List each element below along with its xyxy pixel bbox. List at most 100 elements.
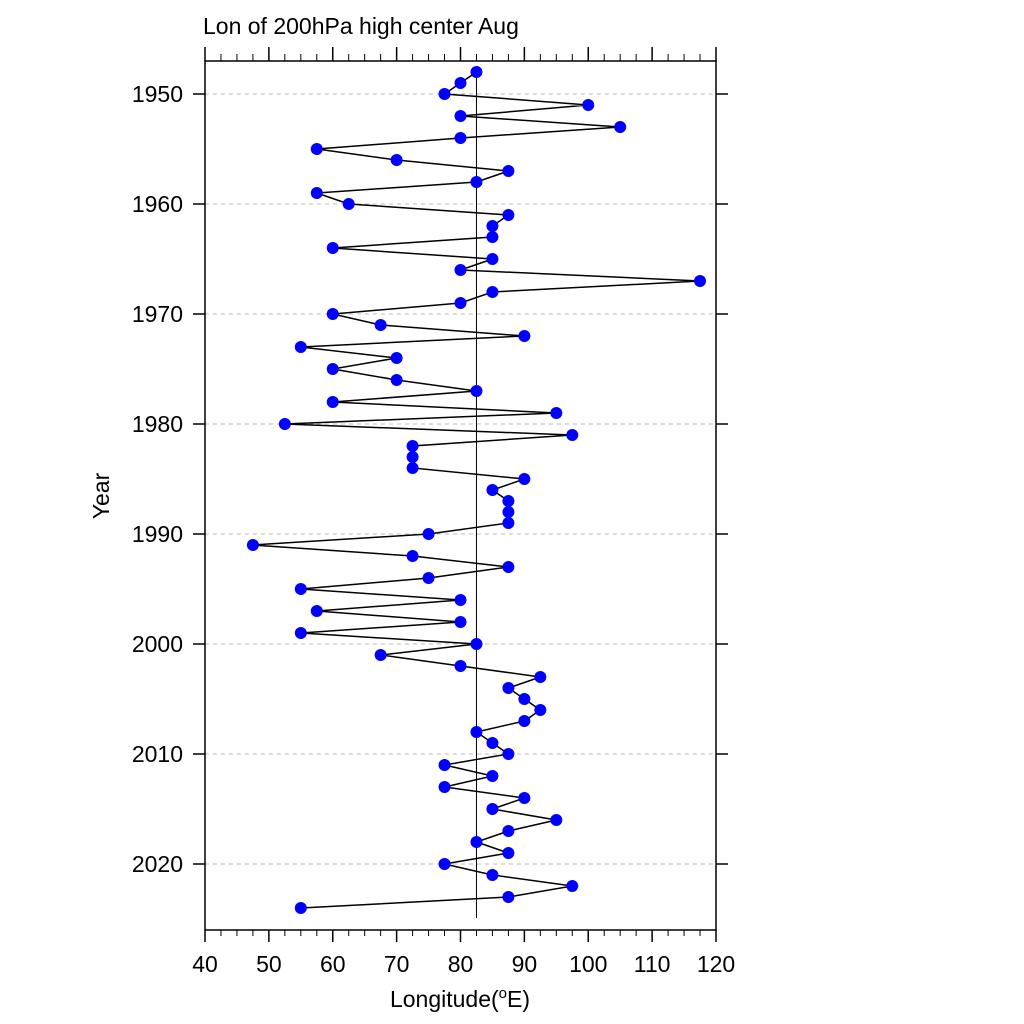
data-point — [310, 143, 323, 155]
data-point — [422, 572, 435, 584]
data-point — [486, 869, 499, 881]
y-tick-label: 2020 — [132, 851, 183, 877]
data-point — [438, 781, 451, 793]
data-point — [518, 792, 531, 804]
x-tick-label: 50 — [256, 951, 282, 977]
data-point — [614, 121, 627, 133]
y-tick-label: 1950 — [132, 81, 183, 107]
y-tick-label: 1960 — [132, 191, 183, 217]
data-point — [326, 363, 339, 375]
data-point — [518, 473, 531, 485]
data-point — [454, 594, 467, 606]
data-point — [502, 891, 515, 903]
data-point — [454, 264, 467, 276]
data-point — [454, 660, 467, 672]
grid-lines — [205, 93, 716, 865]
x-tick-label: 120 — [697, 951, 735, 977]
data-point — [534, 671, 547, 683]
x-axis-label-main: Longitude( — [390, 986, 499, 1012]
data-point — [486, 286, 499, 298]
plot-frame — [204, 60, 717, 931]
data-point — [502, 506, 515, 518]
data-point — [502, 682, 515, 694]
x-axis-label: Longitude(oE) — [390, 985, 530, 1012]
data-points — [246, 66, 707, 914]
data-point — [486, 484, 499, 496]
x-tick-label: 110 — [634, 951, 671, 977]
x-tick-label: 100 — [569, 951, 607, 977]
data-point — [406, 440, 419, 452]
data-point — [326, 308, 339, 320]
data-point — [502, 748, 515, 760]
data-point — [486, 737, 499, 749]
data-point — [518, 693, 531, 705]
data-point — [470, 726, 483, 738]
data-point — [454, 77, 467, 89]
data-point — [470, 385, 483, 397]
y-tick-label: 2000 — [132, 631, 183, 657]
data-point — [342, 198, 355, 210]
data-point — [502, 495, 515, 507]
data-point — [390, 154, 403, 166]
data-point — [310, 605, 323, 617]
data-point — [326, 396, 339, 408]
data-point — [406, 451, 419, 463]
data-point — [694, 275, 707, 287]
data-point — [422, 528, 435, 540]
x-tick-label: 70 — [384, 951, 410, 977]
data-point — [502, 517, 515, 529]
data-point — [550, 407, 563, 419]
x-tick-label: 90 — [512, 951, 538, 977]
data-point — [454, 110, 467, 122]
data-point — [470, 176, 483, 188]
y-tick-label: 1990 — [132, 521, 183, 547]
y-tick-labels: 1950 1960 1970 1980 1990 2000 2010 2020 — [132, 81, 183, 877]
y-tick-label: 1970 — [132, 301, 183, 327]
y-tick-label: 2010 — [132, 741, 183, 767]
y-axis-label: Year — [88, 472, 114, 519]
data-point — [566, 429, 579, 441]
x-tick-label: 60 — [320, 951, 346, 977]
data-point — [454, 132, 467, 144]
data-point — [406, 550, 419, 562]
data-point — [502, 825, 515, 837]
x-tick-label: 40 — [192, 951, 218, 977]
data-point — [486, 803, 499, 815]
data-point — [454, 616, 467, 628]
data-point — [438, 88, 451, 100]
data-point — [534, 704, 547, 716]
data-point — [454, 297, 467, 309]
data-point — [310, 187, 323, 199]
data-point — [390, 374, 403, 386]
data-point — [326, 242, 339, 254]
x-tick-label: 80 — [448, 951, 474, 977]
data-point — [550, 814, 563, 826]
data-point — [470, 638, 483, 650]
x-axis-label-suffix: E) — [507, 986, 530, 1012]
data-point — [294, 627, 307, 639]
data-point — [374, 649, 387, 661]
data-point — [246, 539, 259, 551]
axis-ticks — [193, 47, 728, 942]
data-point — [438, 759, 451, 771]
data-point — [518, 715, 531, 727]
y-tick-label: 1980 — [132, 411, 183, 437]
data-point — [406, 462, 419, 474]
data-point — [566, 880, 579, 892]
data-point — [486, 220, 499, 232]
data-point — [278, 418, 291, 430]
data-point — [502, 847, 515, 859]
data-point — [294, 902, 307, 914]
chart-title: Lon of 200hPa high center Aug — [203, 13, 519, 39]
data-point — [502, 165, 515, 177]
data-point — [390, 352, 403, 364]
data-point — [294, 583, 307, 595]
data-point — [486, 770, 499, 782]
data-point — [582, 99, 595, 111]
data-point — [518, 330, 531, 342]
data-point — [470, 66, 483, 78]
data-point — [438, 858, 451, 870]
x-tick-labels: 40 50 60 70 80 90 100 110 120 — [192, 951, 735, 977]
data-point — [486, 253, 499, 265]
